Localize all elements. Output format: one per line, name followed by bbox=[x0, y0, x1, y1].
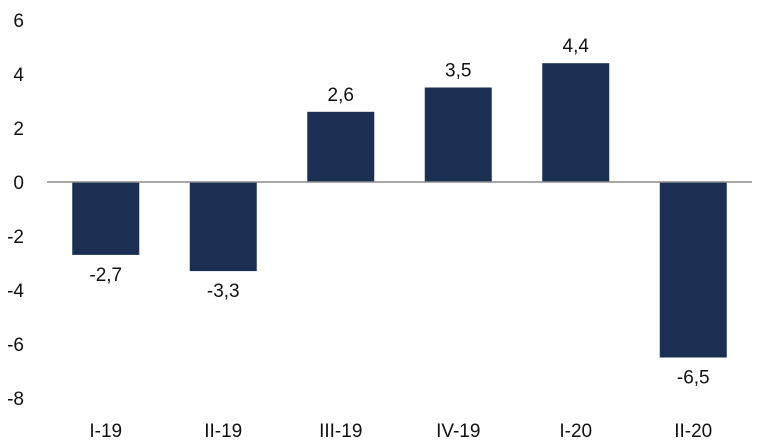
bars bbox=[72, 63, 727, 358]
data-label: 3,5 bbox=[445, 61, 471, 82]
bar-ii-19 bbox=[189, 182, 257, 272]
bar-iii-19 bbox=[307, 111, 375, 182]
y-tick-label: -4 bbox=[7, 281, 24, 302]
bar-i-20 bbox=[542, 63, 610, 183]
category-label: I-19 bbox=[89, 421, 122, 442]
data-label: -2,7 bbox=[89, 265, 122, 286]
y-tick-label: 0 bbox=[13, 173, 24, 194]
bar-i-19 bbox=[72, 182, 140, 255]
y-tick-label: -2 bbox=[7, 227, 24, 248]
data-labels: -2,7 -3,3 2,6 3,5 4,4 -6,5 bbox=[89, 36, 709, 388]
bar-ii-20 bbox=[659, 182, 727, 358]
y-axis-ticks: 6 4 2 0 -2 -4 -6 -8 bbox=[7, 11, 24, 410]
data-label: 2,6 bbox=[328, 85, 354, 106]
y-tick-label: 2 bbox=[13, 119, 24, 140]
category-label: I-20 bbox=[559, 421, 592, 442]
y-tick-label: -8 bbox=[7, 389, 24, 410]
bar-iv-19 bbox=[424, 87, 492, 182]
category-label: II-19 bbox=[204, 421, 242, 442]
data-label: -3,3 bbox=[207, 281, 240, 302]
category-label: III-19 bbox=[319, 421, 362, 442]
y-tick-label: 4 bbox=[13, 65, 24, 86]
data-label: 4,4 bbox=[563, 36, 590, 57]
y-tick-label: 6 bbox=[13, 11, 24, 32]
y-tick-label: -6 bbox=[7, 335, 24, 356]
category-label: IV-19 bbox=[436, 421, 480, 442]
data-label: -6,5 bbox=[677, 368, 710, 389]
category-label: II-20 bbox=[674, 421, 712, 442]
category-labels: I-19 II-19 III-19 IV-19 I-20 II-20 bbox=[89, 421, 712, 442]
